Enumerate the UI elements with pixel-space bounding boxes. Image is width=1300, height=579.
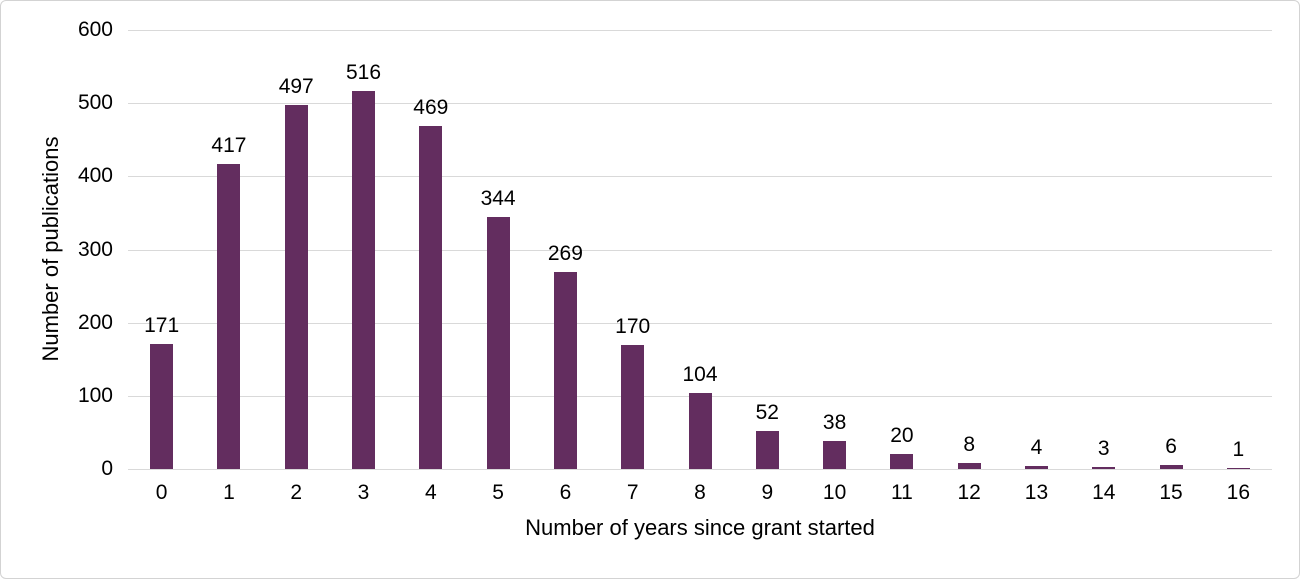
gridline xyxy=(128,249,1272,251)
bar xyxy=(890,454,914,469)
x-tick-label: 1 xyxy=(223,481,235,504)
x-tick-label: 14 xyxy=(1092,481,1116,504)
x-tick-label: 7 xyxy=(626,481,639,504)
gridline xyxy=(128,176,1272,178)
bar-value-label: 38 xyxy=(822,411,847,435)
bar xyxy=(688,392,712,469)
x-tick-label: 9 xyxy=(761,481,774,504)
bar xyxy=(823,441,847,469)
bar-value-label: 6 xyxy=(1165,434,1177,458)
x-tick-label: 16 xyxy=(1226,481,1251,504)
x-tick-label: 12 xyxy=(957,481,981,504)
y-tick-label: 300 xyxy=(77,237,113,261)
x-tick-label: 5 xyxy=(492,481,504,504)
bar-value-label: 469 xyxy=(413,95,449,119)
x-tick-label: 4 xyxy=(424,481,437,504)
y-tick-label: 600 xyxy=(77,18,113,41)
bar xyxy=(352,91,376,469)
bar-value-label: 3 xyxy=(1097,436,1110,460)
y-tick-label: 100 xyxy=(77,383,113,407)
bar xyxy=(1159,464,1183,469)
bar-value-label: 4 xyxy=(1030,436,1043,460)
bar-value-label: 171 xyxy=(144,313,180,337)
y-tick-label: 0 xyxy=(101,457,113,480)
x-axis-title: Number of years since grant started xyxy=(525,515,875,540)
bar-value-label: 8 xyxy=(963,433,976,457)
y-tick-label: 400 xyxy=(77,164,113,188)
x-tick-label: 3 xyxy=(357,481,370,504)
bar xyxy=(1226,468,1250,469)
x-tick-label: 13 xyxy=(1024,481,1049,504)
bar xyxy=(553,272,577,469)
bar-value-label: 344 xyxy=(480,187,516,211)
bar xyxy=(419,125,443,469)
bar-value-label: 20 xyxy=(890,424,914,448)
bar xyxy=(217,163,241,469)
bar xyxy=(1092,466,1116,469)
x-tick-label: 10 xyxy=(822,481,847,504)
x-tick-label: 6 xyxy=(559,481,572,504)
bar xyxy=(486,217,510,469)
bar xyxy=(755,430,779,469)
x-tick-label: 11 xyxy=(890,481,913,504)
bar-value-label: 104 xyxy=(682,362,718,386)
bar xyxy=(1024,466,1048,469)
bar-value-label: 417 xyxy=(211,133,247,157)
bar xyxy=(150,343,174,469)
y-tick-label: 200 xyxy=(77,310,113,334)
x-tick-label: 8 xyxy=(694,481,706,504)
bar-value-label: 1 xyxy=(1232,438,1245,462)
x-tick-label: 15 xyxy=(1159,481,1183,504)
bar-value-label: 170 xyxy=(615,314,651,338)
bar-value-label: 52 xyxy=(755,400,779,424)
gridline xyxy=(128,103,1272,105)
y-tick-label: 500 xyxy=(77,91,113,115)
bar-value-label: 269 xyxy=(547,242,583,266)
bar-value-label: 516 xyxy=(345,61,382,85)
bar xyxy=(284,105,308,469)
bar-value-label: 497 xyxy=(278,75,314,99)
gridline xyxy=(128,30,1272,31)
bar xyxy=(957,463,981,469)
gridline xyxy=(128,322,1272,324)
x-tick-label: 0 xyxy=(155,481,168,504)
bar xyxy=(621,344,645,469)
x-tick-label: 2 xyxy=(290,481,303,504)
gridline xyxy=(128,469,1272,470)
